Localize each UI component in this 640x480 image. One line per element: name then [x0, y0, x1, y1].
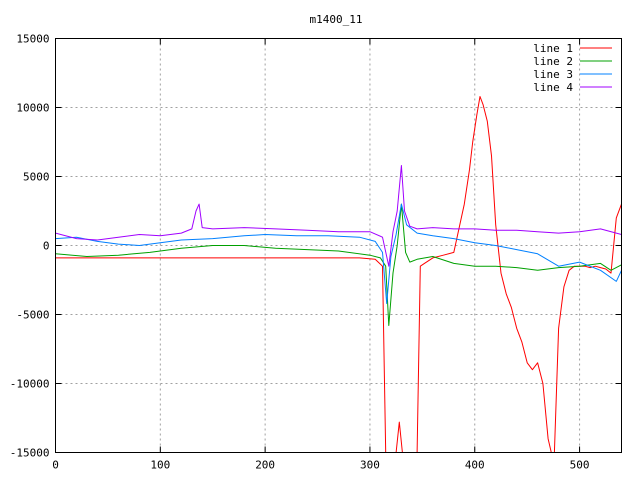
x-tick-label: 200: [255, 459, 275, 472]
y-tick-label: -10000: [10, 378, 50, 391]
x-tick-label: 400: [465, 459, 485, 472]
y-tick-label: 10000: [16, 102, 49, 115]
y-tick-label: -5000: [16, 309, 49, 322]
y-tick-label: 5000: [23, 171, 50, 184]
legend-label: line 3: [533, 68, 573, 81]
y-tick-label: 15000: [16, 33, 49, 46]
series-line-4: [55, 165, 622, 267]
legend-label: line 4: [533, 81, 573, 94]
axis-ticks: 0 100 200 300 400 500 -15000 -10000 -5000 0 5000 10…: [10, 33, 622, 472]
x-tick-label: 500: [570, 459, 590, 472]
grid-lines: [55, 38, 622, 453]
chart-title: m1400_11: [310, 13, 363, 26]
legend-label: line 1: [533, 42, 573, 55]
y-tick-label: 0: [43, 240, 50, 253]
series-line-1: [55, 96, 622, 453]
legend-label: line 2: [533, 55, 573, 68]
plot-series: [55, 96, 622, 453]
x-tick-label: 0: [52, 459, 59, 472]
x-tick-label: 300: [360, 459, 380, 472]
x-tick-label: 100: [150, 459, 170, 472]
series-line-2: [55, 203, 622, 326]
y-tick-label: -15000: [10, 447, 50, 460]
series-line-3: [55, 203, 622, 304]
